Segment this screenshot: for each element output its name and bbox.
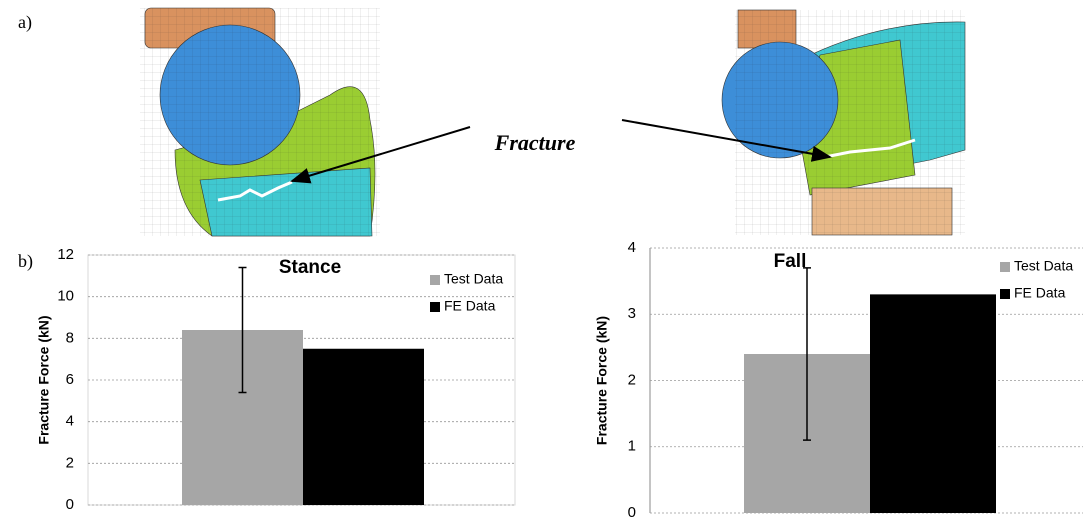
- y-tick-label: 8: [66, 329, 74, 346]
- figure: a) b) Fracture 024681012Fracture Force (…: [0, 0, 1083, 519]
- chart-title: Stance: [279, 257, 341, 278]
- femur-mesh-fall: [722, 10, 965, 235]
- femur-mesh-stance: [140, 8, 380, 236]
- legend-swatch: [430, 275, 440, 285]
- y-tick-label: 2: [628, 371, 636, 388]
- bar: [303, 349, 424, 505]
- bar: [870, 294, 996, 513]
- y-tick-label: 6: [66, 371, 74, 388]
- y-tick-label: 1: [628, 438, 636, 455]
- legend-swatch: [1000, 262, 1010, 272]
- y-tick-label: 10: [57, 288, 74, 305]
- panel-label: a): [18, 12, 32, 33]
- legend-label: Test Data: [1014, 258, 1073, 274]
- y-axis-label: Fracture Force (kN): [36, 315, 52, 444]
- legend-label: FE Data: [444, 298, 496, 314]
- y-tick-label: 4: [628, 239, 636, 256]
- y-tick-label: 3: [628, 305, 636, 322]
- y-axis-label: Fracture Force (kN): [594, 316, 610, 445]
- chart-title: Fall: [774, 251, 807, 272]
- legend-swatch: [430, 302, 440, 312]
- legend-label: Test Data: [444, 271, 503, 287]
- y-tick-label: 4: [66, 413, 74, 430]
- y-tick-label: 0: [628, 504, 636, 519]
- annotation: Fracture: [494, 130, 576, 155]
- y-tick-label: 2: [66, 454, 74, 471]
- y-tick-label: 0: [66, 496, 74, 513]
- y-tick-label: 12: [57, 246, 74, 263]
- legend-label: FE Data: [1014, 285, 1066, 301]
- panel-label: b): [18, 251, 33, 272]
- legend-swatch: [1000, 289, 1010, 299]
